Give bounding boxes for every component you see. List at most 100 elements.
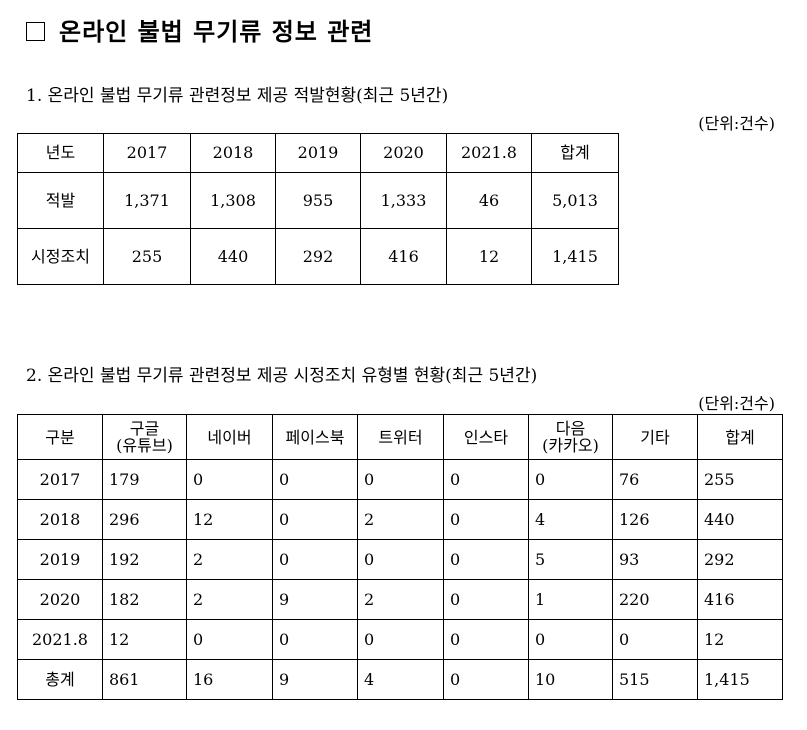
detection-table: 년도 2017 2018 2019 2020 2021.8 합계 적발 1,37… (17, 133, 619, 285)
table-row: 2021.8 12 0 0 0 0 0 0 12 (17, 619, 783, 660)
table-cell: 440 (697, 499, 783, 540)
header-cell: 2020 (360, 133, 447, 173)
table-cell: 416 (697, 579, 783, 620)
table-row: 2018 296 12 0 2 0 4 126 440 (17, 499, 783, 540)
table-cell: 4 (357, 659, 444, 700)
table-cell: 0 (528, 459, 613, 500)
row-label: 2017 (17, 459, 103, 500)
table-cell: 0 (272, 459, 358, 500)
table-cell: 220 (612, 579, 698, 620)
table-cell: 255 (697, 459, 783, 500)
row-label: 적발 (17, 172, 104, 229)
table-cell: 9 (272, 579, 358, 620)
table-row: 총계 861 16 9 4 0 10 515 1,415 (17, 659, 783, 700)
header-cell: 구분 (17, 414, 103, 460)
table-row: 적발 1,371 1,308 955 1,333 46 5,013 (17, 172, 619, 229)
table-cell: 0 (357, 619, 444, 660)
table-cell: 4 (528, 499, 613, 540)
table-cell: 2 (186, 539, 273, 580)
section1-heading: 1. 온라인 불법 무기류 관련정보 제공 적발현황(최근 5년간) (26, 86, 449, 106)
table-cell: 76 (612, 459, 698, 500)
header-cell: 기타 (612, 414, 698, 460)
table-cell: 296 (102, 499, 187, 540)
table-cell: 1,333 (360, 172, 447, 229)
table-cell: 12 (102, 619, 187, 660)
table-cell: 861 (102, 659, 187, 700)
page-title: 온라인 불법 무기류 정보 관련 (26, 14, 373, 50)
table-cell: 0 (272, 539, 358, 580)
table-row: 2020 182 2 9 2 0 1 220 416 (17, 579, 783, 620)
table-cell: 12 (446, 228, 532, 285)
header-cell: 구글 (유튜브) (102, 414, 187, 460)
table-cell: 93 (612, 539, 698, 580)
table-cell: 955 (275, 172, 361, 229)
table-cell: 0 (443, 459, 529, 500)
table-cell: 416 (360, 228, 447, 285)
table-cell: 0 (272, 619, 358, 660)
header-cell: 트위터 (357, 414, 444, 460)
table-cell: 46 (446, 172, 532, 229)
table-cell: 292 (697, 539, 783, 580)
table-cell: 440 (190, 228, 276, 285)
table-cell: 0 (357, 539, 444, 580)
header-cell: 2017 (103, 133, 191, 173)
table-cell: 515 (612, 659, 698, 700)
row-label: 2021.8 (17, 619, 103, 660)
table-cell: 10 (528, 659, 613, 700)
table-cell: 2 (357, 579, 444, 620)
section1-unit: (단위:건수) (698, 114, 775, 133)
header-cell: 2018 (190, 133, 276, 173)
table-cell: 0 (272, 499, 358, 540)
row-label: 2018 (17, 499, 103, 540)
header-cell: 합계 (697, 414, 783, 460)
section2-unit: (단위:건수) (698, 394, 775, 413)
row-label: 2019 (17, 539, 103, 580)
header-cell: 년도 (17, 133, 104, 173)
table-cell: 5 (528, 539, 613, 580)
table-header-row: 구분 구글 (유튜브) 네이버 페이스북 트위터 인스타 다음 (카카오) 기타 합… (17, 414, 783, 460)
table-cell: 0 (612, 619, 698, 660)
checkbox-square-icon (26, 22, 45, 41)
table-cell: 0 (443, 499, 529, 540)
row-label: 시정조치 (17, 228, 104, 285)
header-cell: 2021.8 (446, 133, 532, 173)
table-cell: 1,415 (697, 659, 783, 700)
table-cell: 179 (102, 459, 187, 500)
table-row: 시정조치 255 440 292 416 12 1,415 (17, 228, 619, 285)
table-cell: 9 (272, 659, 358, 700)
table-cell: 292 (275, 228, 361, 285)
row-label: 2020 (17, 579, 103, 620)
table-cell: 0 (443, 659, 529, 700)
correction-type-table: 구분 구글 (유튜브) 네이버 페이스북 트위터 인스타 다음 (카카오) 기타 합… (17, 414, 783, 700)
table-cell: 126 (612, 499, 698, 540)
table-cell: 255 (103, 228, 191, 285)
table-cell: 0 (186, 619, 273, 660)
header-cell: 2019 (275, 133, 361, 173)
table-row: 2017 179 0 0 0 0 0 76 255 (17, 459, 783, 500)
section2-heading: 2. 온라인 불법 무기류 관련정보 제공 시정조치 유형별 현황(최근 5년간… (26, 366, 538, 386)
table-cell: 192 (102, 539, 187, 580)
table-cell: 5,013 (531, 172, 619, 229)
table-cell: 1 (528, 579, 613, 620)
header-cell: 인스타 (443, 414, 529, 460)
header-cell: 합계 (531, 133, 619, 173)
row-label: 총계 (17, 659, 103, 700)
table-cell: 1,308 (190, 172, 276, 229)
header-cell: 다음 (카카오) (528, 414, 613, 460)
table-cell: 0 (443, 539, 529, 580)
table-cell: 0 (443, 619, 529, 660)
table-cell: 1,415 (531, 228, 619, 285)
table-cell: 0 (443, 579, 529, 620)
table-row: 2019 192 2 0 0 0 5 93 292 (17, 539, 783, 580)
table-cell: 2 (357, 499, 444, 540)
table-cell: 0 (357, 459, 444, 500)
table-cell: 12 (697, 619, 783, 660)
table-cell: 182 (102, 579, 187, 620)
table-cell: 1,371 (103, 172, 191, 229)
header-cell: 페이스북 (272, 414, 358, 460)
table-cell: 0 (186, 459, 273, 500)
table-header-row: 년도 2017 2018 2019 2020 2021.8 합계 (17, 133, 619, 173)
header-cell: 네이버 (186, 414, 273, 460)
table-cell: 0 (528, 619, 613, 660)
table-cell: 16 (186, 659, 273, 700)
